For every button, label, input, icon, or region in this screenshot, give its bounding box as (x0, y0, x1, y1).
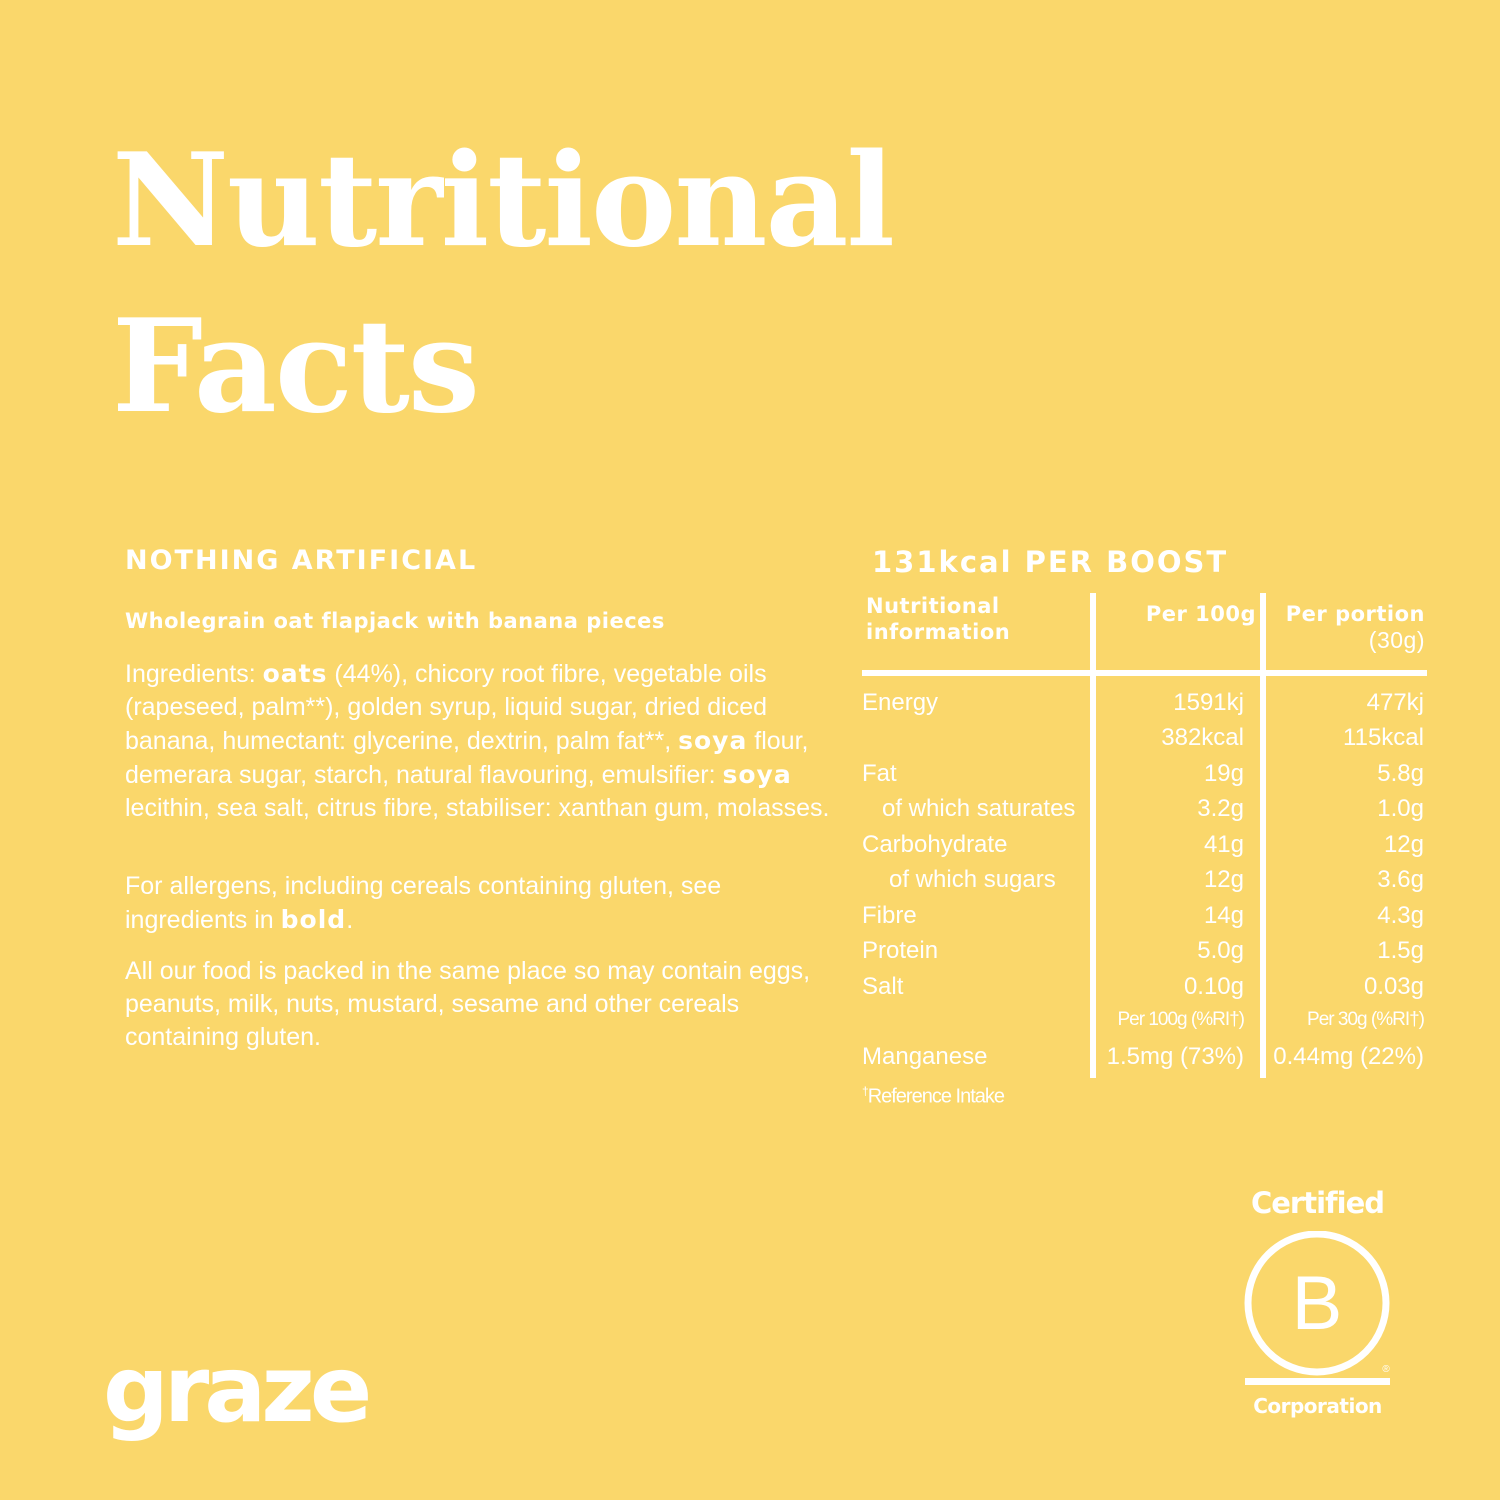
table-row-subheader: Per 100g (%RI†) Per 30g (%RI†) (862, 1002, 1427, 1038)
table-row: Energy 1591kj 477kj (862, 685, 1427, 721)
b-corp-corporation-text: Corporation (1253, 1394, 1382, 1418)
ingredients-section: NOTHING ARTIFICIAL Wholegrain oat flapja… (125, 545, 845, 1054)
allergen-soya-2: soya (722, 760, 792, 789)
row-label: Salt (862, 973, 904, 1000)
b-corp-logo: Certified B ® Corporation (1240, 1186, 1395, 1436)
row-portion: 477kj (1366, 689, 1424, 716)
header-col1-line1: Nutritional (866, 594, 1000, 618)
row-portion: 5.8g (1377, 760, 1424, 787)
ingredients-part-3: lecithin, sea salt, citrus fibre, stabil… (125, 794, 830, 822)
page-title: Nutritional Facts (112, 118, 895, 450)
row-portion: 4.3g (1377, 902, 1424, 929)
row-per100: 3.2g (1197, 795, 1244, 822)
title-line-1: Nutritional (112, 126, 895, 276)
dagger-mark: † (862, 1084, 869, 1098)
product-description: Wholegrain oat flapjack with banana piec… (125, 609, 665, 633)
row-per100: 382kcal (1161, 724, 1244, 751)
row-label: Manganese (862, 1043, 988, 1070)
allergens-text: For allergens, including cereals contain… (125, 872, 722, 934)
row-label: Protein (862, 937, 939, 964)
row-per100: 1.5mg (73%) (1106, 1043, 1244, 1070)
row-per100: Per 100g (%RI†) (1117, 1009, 1245, 1030)
row-portion: Per 30g (%RI†) (1307, 1009, 1425, 1030)
row-label: Fibre (862, 902, 917, 929)
row-label: Energy (862, 689, 939, 716)
row-portion: 3.6g (1377, 866, 1424, 893)
reference-intake-footnote: †Reference Intake (862, 1084, 1005, 1109)
footnote-text: Reference Intake (867, 1085, 1005, 1108)
nutrition-table: Nutritional information Per 100g Per por… (862, 593, 1427, 1108)
table-row: Protein 5.0g 1.5g (862, 933, 1427, 969)
row-per100: 5.0g (1197, 937, 1244, 964)
allergen-oats: oats (262, 659, 328, 688)
row-portion: 12g (1383, 831, 1424, 858)
allergen-soya-1: soya (678, 726, 748, 755)
ingredients-part-1: (44%), chicory root fibre, vegetable oil… (125, 660, 768, 755)
table-row: of which sugars 12g 3.6g (862, 862, 1427, 898)
title-line-2: Facts (112, 292, 480, 442)
row-per100: 12g (1203, 866, 1244, 893)
table-row: Fat 19g 5.8g (862, 756, 1427, 792)
allergens-bold-word: bold (280, 905, 347, 934)
header-per-portion: Per portion (30g) (1286, 601, 1425, 653)
row-label: of which sugars (889, 866, 1056, 893)
table-row: Manganese 1.5mg (73%) 0.44mg (22%) (862, 1039, 1427, 1075)
row-portion: 1.5g (1377, 937, 1424, 964)
ingredients-text: Ingredients: oats (44%), chicory root fi… (125, 657, 845, 825)
column-divider-2 (1260, 593, 1266, 1078)
row-per100: 14g (1203, 902, 1244, 929)
row-per100: 19g (1203, 760, 1244, 787)
b-corp-emblem-icon: B ® (1244, 1231, 1390, 1385)
row-label: of which saturates (882, 795, 1076, 822)
table-row: Salt 0.10g 0.03g (862, 969, 1427, 1005)
nothing-artificial-heading: NOTHING ARTIFICIAL (125, 545, 478, 576)
header-nutritional-information: Nutritional information (866, 593, 1010, 645)
packing-note: All our food is packed in the same place… (125, 957, 811, 1051)
registered-mark: ® (1382, 1364, 1390, 1375)
table-row: Fibre 14g 4.3g (862, 898, 1427, 934)
header-divider (862, 670, 1427, 676)
row-per100: 1591kj (1173, 689, 1244, 716)
nutrition-section: 131kcal PER BOOST Nutritional informatio… (862, 545, 1427, 1108)
graze-logo-text: graze (103, 1336, 372, 1443)
b-corp-certified-text: Certified (1250, 1186, 1385, 1220)
kcal-heading: 131kcal PER BOOST (872, 545, 1229, 579)
row-portion: 0.44mg (22%) (1273, 1043, 1424, 1070)
row-portion: 115kcal (1343, 724, 1424, 751)
ingredients-part-2: flour, demerara sugar, starch, natural f… (125, 727, 809, 789)
row-portion: 0.03g (1363, 973, 1424, 1000)
ingredients-prefix: Ingredients: (125, 660, 263, 688)
graze-logo: graze (103, 1336, 372, 1443)
b-corp-letter: B (1292, 1261, 1343, 1346)
row-portion: 1.0g (1377, 795, 1424, 822)
header-per-100g: Per 100g (1145, 602, 1256, 626)
header-col3-line1: Per portion (1285, 602, 1425, 626)
row-per100: 41g (1203, 831, 1244, 858)
table-row: 382kcal 115kcal (862, 720, 1427, 756)
table-row: Carbohydrate 41g 12g (862, 827, 1427, 863)
row-per100: 0.10g (1183, 973, 1244, 1000)
row-label: Carbohydrate (862, 831, 1008, 858)
row-label: Fat (862, 760, 897, 787)
table-row: of which saturates 3.2g 1.0g (862, 791, 1427, 827)
allergens-end: . (346, 906, 354, 934)
header-col3-sub: (30g) (1368, 627, 1425, 653)
header-col1-line2: information (866, 620, 1011, 644)
allergens-note: For allergens, including cereals contain… (125, 870, 845, 937)
column-divider-1 (1090, 593, 1096, 1078)
